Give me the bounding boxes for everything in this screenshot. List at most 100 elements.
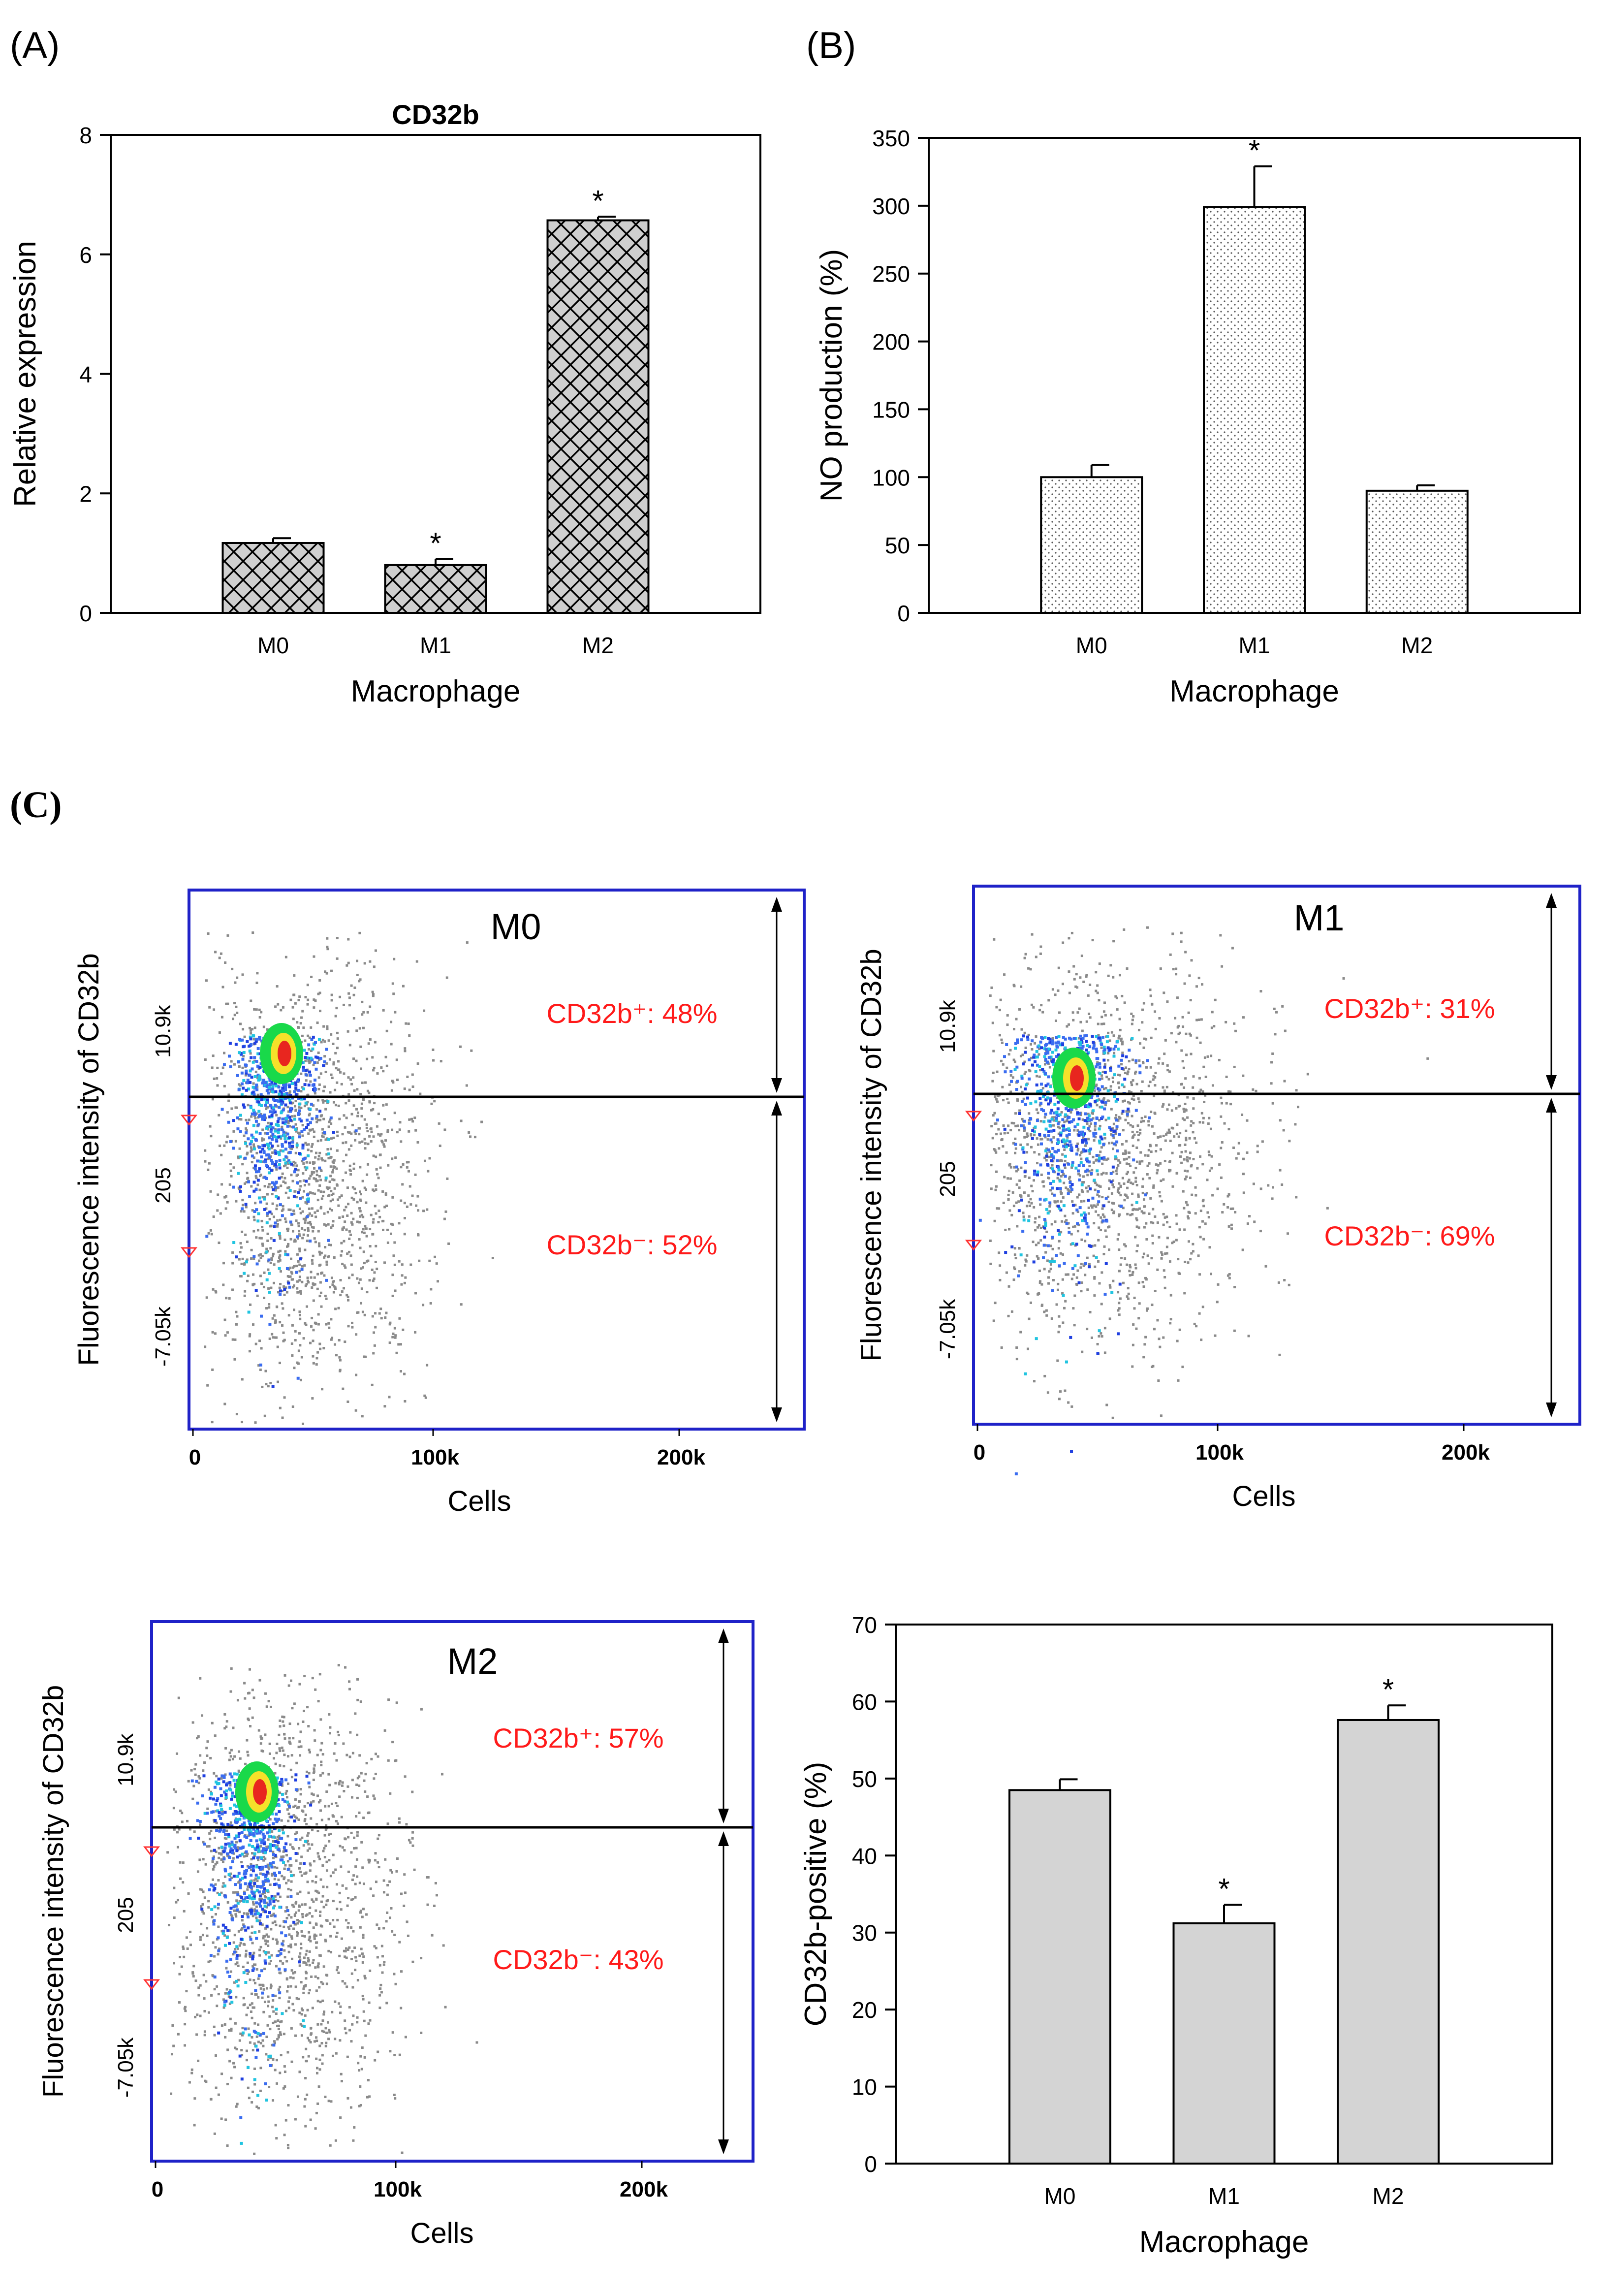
scatter-dot [1159, 967, 1162, 970]
scatter-dot [1157, 1379, 1160, 1382]
scatter-dot [307, 1221, 310, 1224]
scatter-dot [378, 1312, 381, 1315]
scatter-dot [174, 1790, 177, 1793]
gate-marker [180, 1247, 198, 1258]
scatter-dot [1029, 1198, 1032, 1201]
scatter-dot [1157, 1136, 1160, 1139]
scatter-dot [247, 1104, 250, 1107]
scatter-dot [1095, 1205, 1098, 1208]
scatter-dot [266, 1239, 269, 1242]
scatter-dot [370, 1130, 373, 1133]
density-dot [309, 1107, 312, 1111]
scatter-dot [1064, 1166, 1067, 1169]
scatter-dot [254, 1070, 257, 1073]
scatter-dot [392, 992, 395, 995]
scatter-dot [1169, 1140, 1172, 1143]
scatter-dot [251, 2090, 254, 2093]
scatter-dot [1130, 1181, 1132, 1184]
scatter-dot [1184, 1178, 1187, 1180]
density-dot [1068, 1120, 1071, 1124]
scatter-dot [244, 1074, 247, 1077]
scatter-dot [401, 1274, 404, 1277]
scatter-dot [398, 1260, 401, 1263]
scatter-dot [1153, 1094, 1156, 1097]
density-dot [258, 1132, 262, 1135]
scatter-dot [209, 1125, 212, 1128]
scatter-dot [1004, 1228, 1007, 1231]
scatter-dot [1128, 1060, 1131, 1063]
scatter-dot [335, 1802, 338, 1805]
density-dot [1049, 1138, 1053, 1142]
scatter-dot [232, 1857, 235, 1860]
density-dot [1068, 1129, 1071, 1132]
scatter-dot [246, 1751, 249, 1754]
scatter-dot [430, 1288, 433, 1291]
scatter-dot [1100, 1332, 1102, 1335]
scatter-dot [245, 1180, 248, 1183]
density-dot [1055, 1254, 1058, 1257]
density-dot [252, 1111, 256, 1114]
scatter-dot [1150, 1036, 1153, 1039]
scatter-dot [1131, 1019, 1134, 1021]
scatter-dot [1115, 996, 1118, 999]
scatter-dot [275, 1208, 278, 1211]
scatter-dot [294, 1798, 297, 1801]
scatter-dot [996, 1207, 999, 1210]
negative-gate-label: CD32b⁻: 52% [546, 1229, 717, 1260]
density-dot [1026, 1038, 1030, 1041]
scatter-dot [367, 2079, 370, 2082]
scatter-dot [305, 1977, 308, 1980]
scatter-dot [1018, 1129, 1021, 1132]
scatter-dot [353, 1187, 356, 1190]
scatter-dot [992, 1071, 995, 1074]
scatter-dot [1426, 1057, 1429, 1060]
scatter-dot [992, 1050, 995, 1052]
scatter-dot [299, 1212, 302, 1214]
scatter-dot [352, 2014, 355, 2017]
density-dot [1084, 1139, 1088, 1143]
density-dot [256, 1219, 260, 1223]
scatter-dot [360, 1947, 363, 1950]
scatter-dot [1207, 1150, 1210, 1153]
scatter-dot [347, 1076, 350, 1079]
density-dot [244, 1203, 248, 1206]
scatter-dot [1147, 1120, 1150, 1123]
scatter-dot [1052, 1279, 1055, 1282]
scatter-dot [301, 1160, 304, 1163]
density-dot [1043, 1055, 1046, 1058]
scatter-dot [1231, 1207, 1234, 1210]
scatter-dot [1133, 1296, 1136, 1299]
density-dot [317, 1038, 321, 1041]
arrow-head [771, 1078, 782, 1093]
density-dot [252, 1034, 255, 1038]
scatter-dot [332, 1136, 335, 1139]
scatter-dot [257, 1254, 260, 1257]
scatter-dot [1151, 1366, 1154, 1369]
scatter-dot [226, 2082, 229, 2085]
scatter-dot [1112, 1034, 1115, 1037]
scatter-dot [294, 1330, 297, 1333]
scatter-dot [1024, 953, 1027, 956]
scatter-dot [1189, 1258, 1192, 1261]
scatter-dot [1147, 1262, 1150, 1265]
bar-m0 [221, 542, 325, 614]
scatter-dot [272, 1336, 275, 1339]
scatter-dot [265, 1383, 268, 1386]
scatter-dot [1080, 1281, 1083, 1284]
positive-gate-label: CD32b⁺: 31% [1324, 993, 1495, 1024]
scatter-dot [326, 948, 329, 951]
density-dot [311, 1117, 314, 1120]
y-tick-label: 50 [885, 533, 910, 558]
density-dot [278, 1159, 282, 1162]
scatter-dot [363, 1138, 366, 1141]
scatter-dot [206, 1934, 209, 1937]
scatter-dot [1195, 985, 1198, 988]
scatter-dot [1044, 1251, 1047, 1254]
density-dot [268, 1085, 271, 1089]
scatter-dot [1067, 1222, 1070, 1225]
bar-m2 [1365, 489, 1469, 614]
scatter-dot [1070, 1166, 1073, 1169]
scatter-dot [310, 1026, 313, 1029]
scatter-dot [1028, 1215, 1031, 1218]
scatter-dot [1104, 1104, 1107, 1107]
